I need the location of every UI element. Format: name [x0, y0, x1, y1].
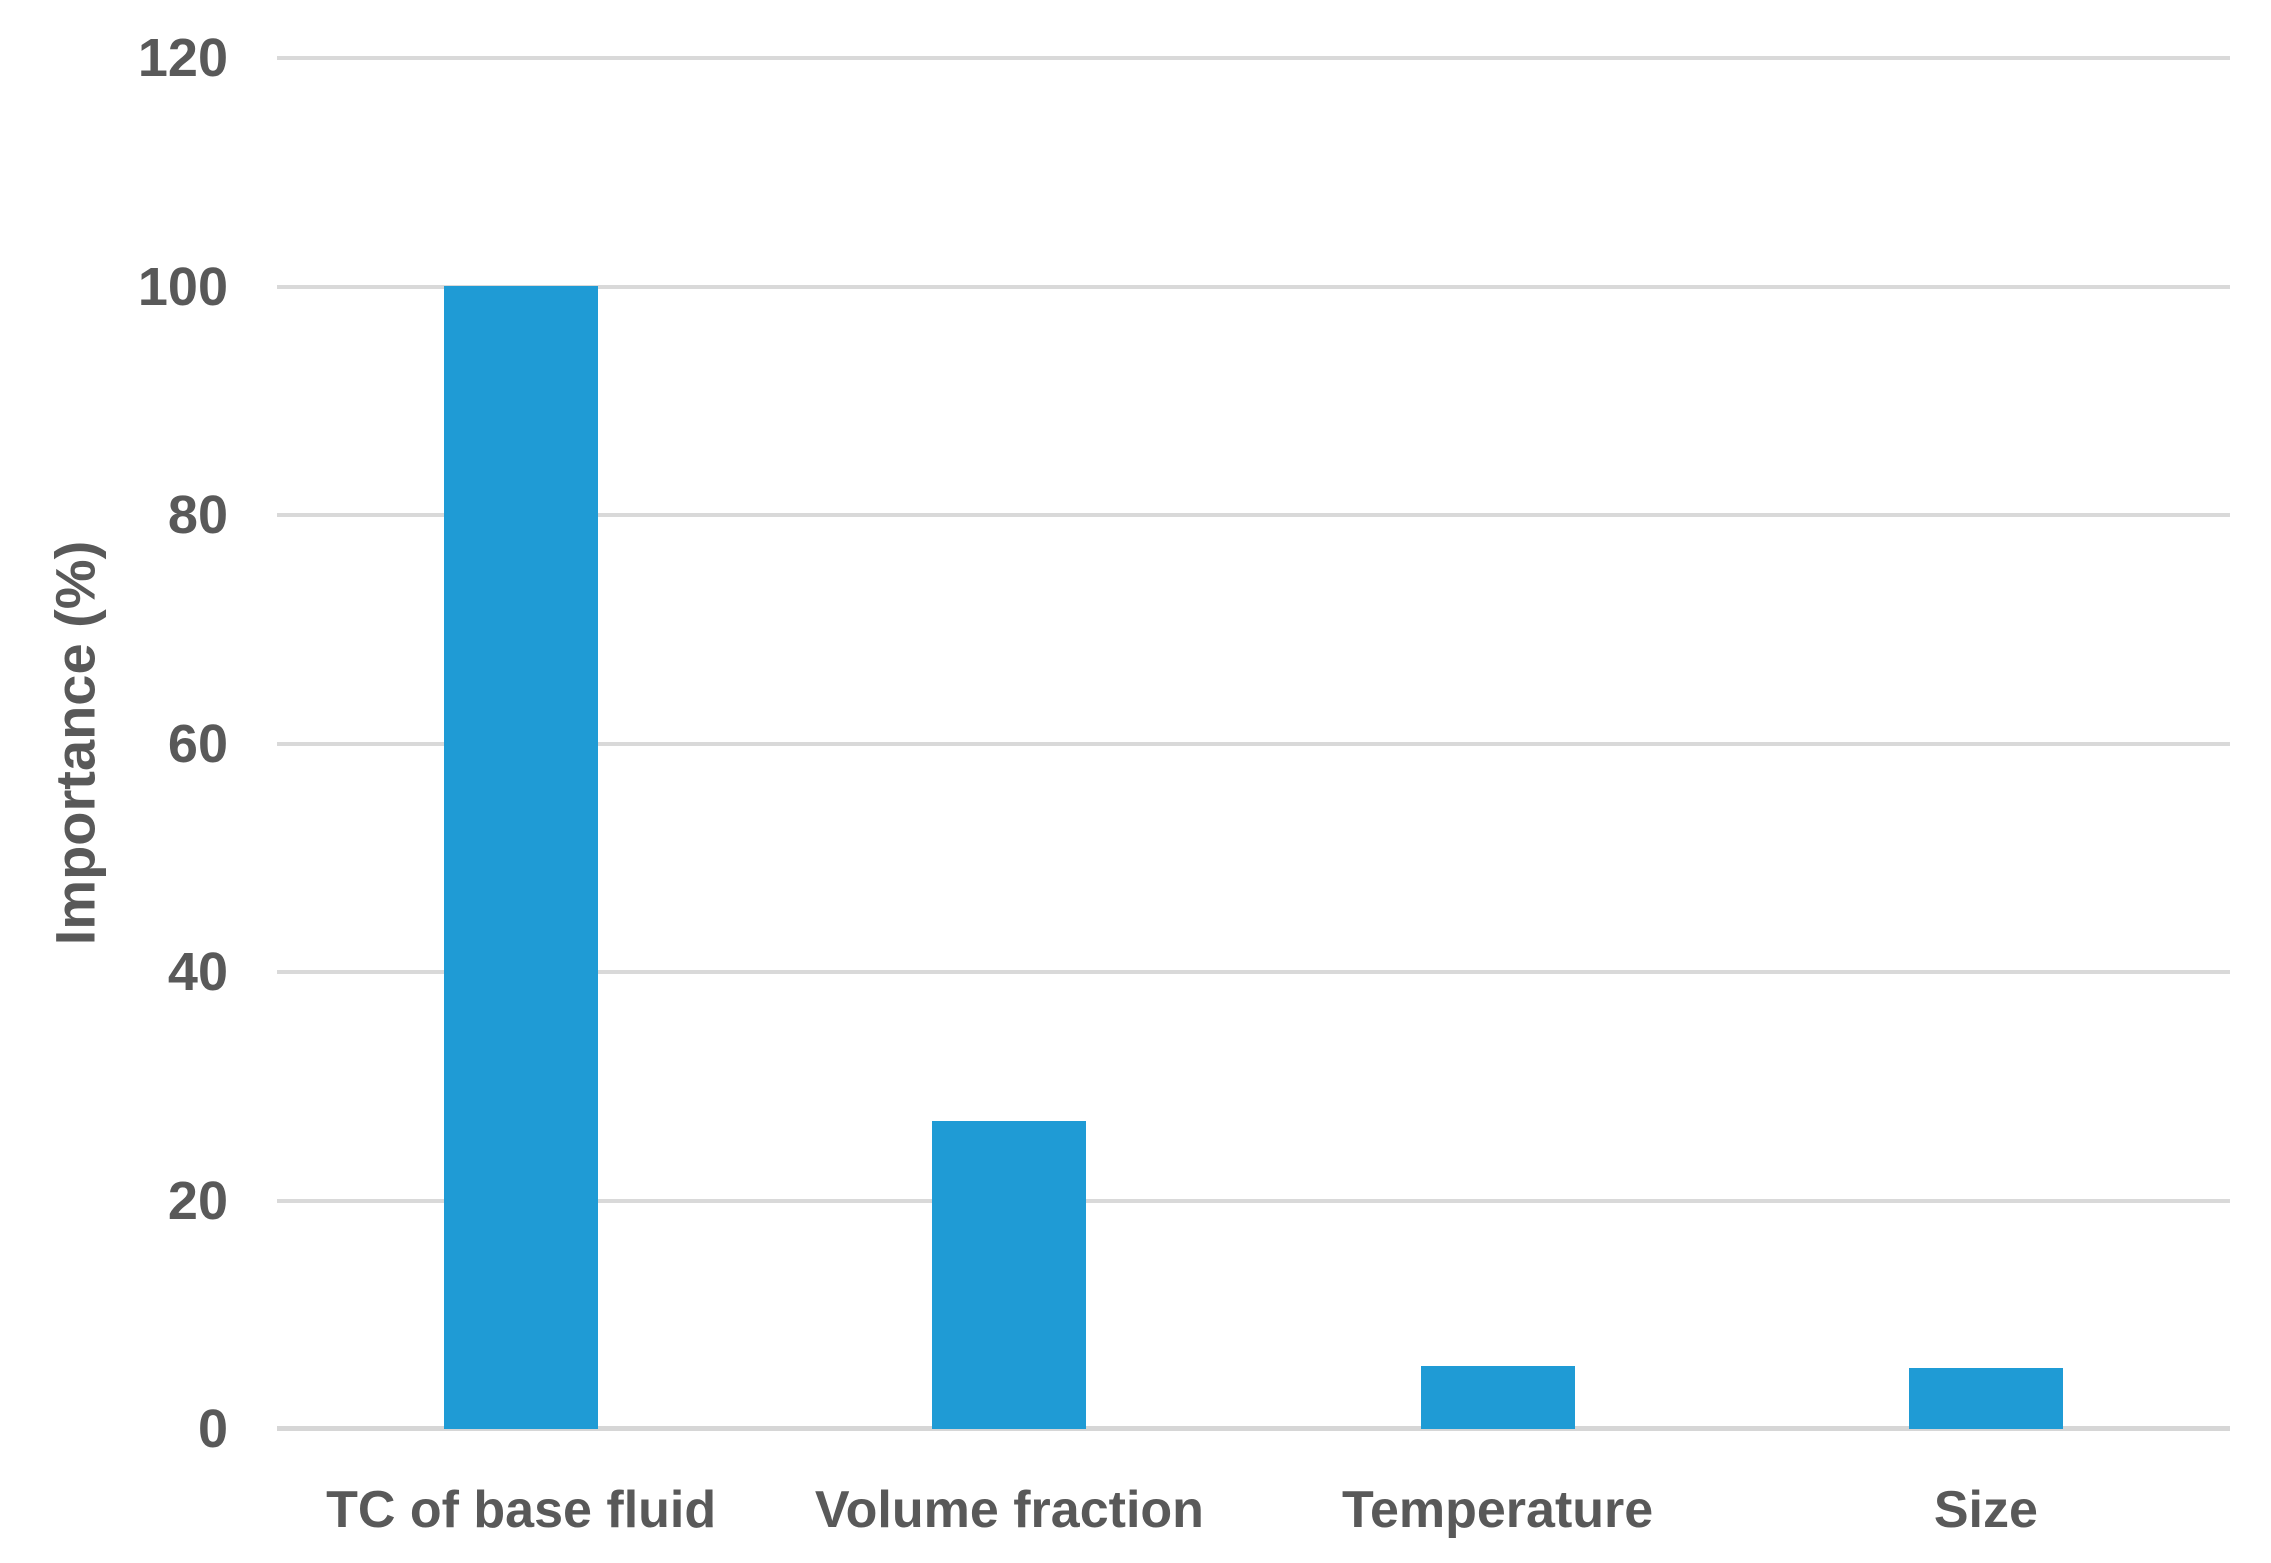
y-axis-tick-labels: 0 20 40 60 80 100 120 [0, 31, 228, 1456]
y-tick-label-20: 20 [167, 1170, 228, 1231]
x-axis-category-labels: TC of base fluid Volume fraction Temperatu… [277, 1472, 2230, 1552]
gridline-y-40 [277, 970, 2230, 974]
gridline-y-120 [277, 56, 2230, 60]
gridline-y-80 [277, 513, 2230, 517]
bar-temperature [1421, 1366, 1575, 1429]
x-axis-line [277, 1426, 2230, 1431]
x-category-label-volume-fraction: Volume fraction [814, 1481, 1204, 1539]
y-tick-label-80: 80 [167, 485, 228, 545]
bar-tc-of-base-fluid [444, 286, 598, 1429]
y-tick-label-0: 0 [197, 1399, 228, 1459]
y-tick-label-40: 40 [167, 942, 228, 1002]
gridline-y-60 [277, 741, 2230, 746]
bar-size [1909, 1368, 2063, 1429]
bar-volume-fraction [932, 1121, 1086, 1429]
x-category-label-temperature: Temperature [1342, 1481, 1654, 1539]
y-tick-label-60: 60 [167, 713, 228, 774]
gridline-y-20 [277, 1198, 2230, 1203]
x-category-label-tc-of-base-fluid: TC of base fluid [326, 1481, 717, 1539]
y-tick-label-120: 120 [137, 28, 228, 88]
gridline-y-100 [277, 284, 2230, 289]
y-tick-label-100: 100 [137, 256, 228, 317]
x-category-label-size: Size [1933, 1481, 2038, 1539]
plot-area [277, 56, 2230, 1431]
